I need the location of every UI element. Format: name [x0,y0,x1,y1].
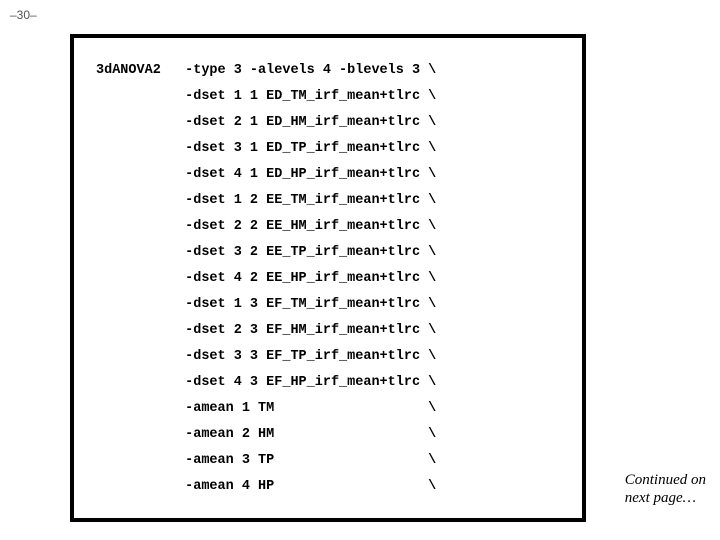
command-name: 3dANOVA2 [96,58,161,84]
code-line: -dset 4 2 EE_HP_irf_mean+tlrc \ [185,271,436,286]
code-block: 3dANOVA2 -type 3 -alevels 4 -blevels 3 \… [74,38,582,512]
continued-note: Continued on next page… [625,471,706,509]
code-line: -dset 2 2 EE_HM_irf_mean+tlrc \ [185,219,436,234]
page-number: –30– [10,8,37,22]
code-line: -amean 2 HM \ [185,427,436,442]
code-line: -dset 1 2 EE_TM_irf_mean+tlrc \ [185,193,436,208]
code-line: -dset 2 3 EF_HM_irf_mean+tlrc \ [185,323,436,338]
code-line: -dset 4 3 EF_HP_irf_mean+tlrc \ [185,375,436,390]
continued-line-1: Continued on [625,472,706,488]
code-line: -dset 1 1 ED_TM_irf_mean+tlrc \ [185,89,436,104]
code-line: -dset 2 1 ED_HM_irf_mean+tlrc \ [185,115,436,130]
code-line: -amean 4 HP \ [185,479,436,494]
code-line: -amean 1 TM \ [185,401,436,416]
code-line: -dset 4 1 ED_HP_irf_mean+tlrc \ [185,167,436,182]
code-line: -dset 1 3 EF_TM_irf_mean+tlrc \ [185,297,436,312]
continued-line-2: next page… [625,490,696,506]
code-line: -dset 3 2 EE_TP_irf_mean+tlrc \ [185,245,436,260]
code-line: -dset 3 1 ED_TP_irf_mean+tlrc \ [185,141,436,156]
code-frame: 3dANOVA2 -type 3 -alevels 4 -blevels 3 \… [70,34,586,522]
code-line: -amean 3 TP \ [185,453,436,468]
code-line: -type 3 -alevels 4 -blevels 3 \ [185,63,436,78]
code-line: -dset 3 3 EF_TP_irf_mean+tlrc \ [185,349,436,364]
